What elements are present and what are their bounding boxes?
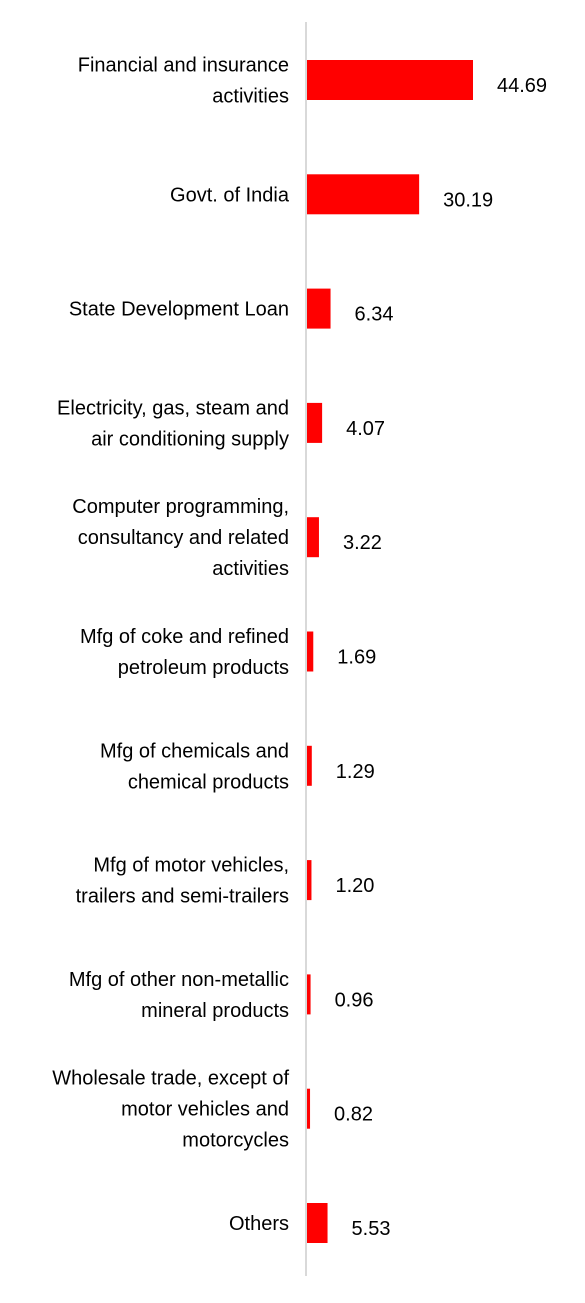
value-label: 3.22: [343, 532, 382, 554]
value-label: 6.34: [355, 304, 394, 326]
category-label-line: mineral products: [141, 1000, 289, 1022]
value-label: 1.69: [337, 647, 376, 669]
bar: [307, 631, 314, 672]
category-label-line: motorcycles: [182, 1130, 289, 1152]
bar: [307, 1088, 311, 1129]
bar: [307, 974, 311, 1015]
category-label-line: motor vehicles and: [121, 1099, 289, 1121]
category-label: Financial and insurance activities: [78, 55, 289, 108]
category-label-line: consultancy and related: [78, 527, 289, 549]
value-label: 1.20: [335, 875, 374, 897]
value-label: 5.53: [352, 1218, 391, 1240]
category-label: Electricity, gas, steam and air condition…: [57, 397, 289, 450]
bar: [307, 517, 319, 558]
category-label-line: activities: [212, 86, 289, 108]
category-label-line: petroleum products: [118, 657, 289, 679]
category-label-line: Mfg of motor vehicles,: [93, 855, 289, 877]
category-label-line: State Development Loan: [69, 299, 289, 321]
category-label-line: Electricity, gas, steam and: [57, 397, 289, 419]
bar: [307, 745, 312, 786]
value-label: 0.82: [334, 1104, 373, 1126]
bar: [307, 288, 331, 329]
value-label: 0.96: [335, 989, 374, 1011]
category-label-line: Mfg of coke and refined: [80, 626, 289, 648]
category-label: Others: [229, 1213, 289, 1235]
category-label: Wholesale trade, except of motor vehicles…: [52, 1068, 289, 1152]
category-label-line: chemical products: [128, 771, 289, 793]
category-labels-group: Financial and insurance activities Govt. o…: [52, 55, 290, 1236]
category-label: State Development Loan: [69, 299, 289, 321]
bar: [307, 174, 420, 215]
category-label-line: Mfg of other non-metallic: [69, 969, 289, 991]
value-labels-group: 44.69 30.19 6.34 4.07 3.22 1.69 1.29 1.20 0.96 0.…: [334, 75, 547, 1240]
bar: [307, 60, 473, 100]
category-label: Computer programming, consultancy and rel…: [72, 496, 289, 580]
category-label-line: Govt. of India: [170, 184, 290, 206]
category-label: Mfg of motor vehicles, trailers and semi-…: [76, 855, 289, 908]
category-label-line: trailers and semi-trailers: [76, 886, 289, 908]
bar: [307, 1203, 328, 1243]
value-label: 44.69: [497, 75, 547, 97]
category-label-line: Wholesale trade, except of: [52, 1068, 289, 1090]
category-label-line: Mfg of chemicals and: [100, 740, 289, 762]
value-label: 30.19: [443, 189, 493, 211]
category-label-line: Financial and insurance: [78, 55, 289, 77]
bar: [307, 402, 323, 443]
bar: [307, 860, 312, 901]
bars-group: [307, 60, 473, 1243]
value-label: 4.07: [346, 418, 385, 440]
value-label: 1.29: [336, 761, 375, 783]
category-label-line: activities: [212, 558, 289, 580]
category-label-line: Others: [229, 1213, 289, 1235]
category-label-line: air conditioning supply: [91, 428, 289, 450]
category-label: Mfg of other non-metallic mineral product…: [69, 969, 289, 1022]
category-label: Govt. of India: [170, 184, 290, 206]
category-label: Mfg of coke and refined petroleum product…: [80, 626, 289, 679]
category-label-line: Computer programming,: [72, 496, 289, 518]
category-label: Mfg of chemicals and chemical products: [100, 740, 289, 793]
